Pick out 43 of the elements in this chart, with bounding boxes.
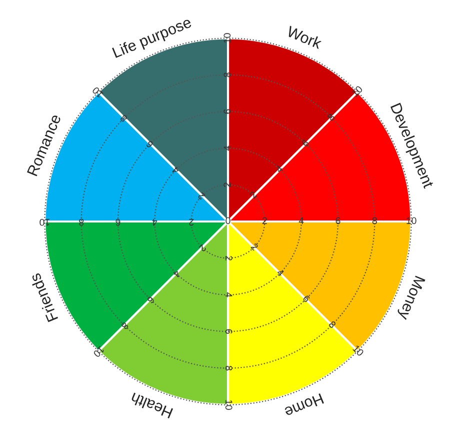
text: 2 xyxy=(198,244,207,252)
text: 10 xyxy=(40,218,50,226)
text: 6 xyxy=(224,109,231,114)
text: 10 xyxy=(406,217,416,224)
slice-label: Home xyxy=(284,393,324,418)
text: 0 xyxy=(226,217,230,224)
text: 6 xyxy=(225,329,232,334)
text: 8 xyxy=(224,72,231,78)
text: 10 xyxy=(92,346,105,358)
text: 4 xyxy=(225,292,232,298)
text: 4 xyxy=(172,270,181,278)
text: 2 xyxy=(189,218,194,226)
text: 4 xyxy=(152,218,158,226)
text: 6 xyxy=(146,296,155,304)
text: 8 xyxy=(225,366,232,370)
text: 6 xyxy=(146,140,154,148)
text: 8 xyxy=(328,320,336,329)
text: 6 xyxy=(302,294,310,303)
text: 6 xyxy=(336,217,340,224)
text: 10 xyxy=(225,400,232,410)
text: 10 xyxy=(224,33,231,43)
text: 8 xyxy=(120,322,129,330)
text: 6 xyxy=(116,218,120,226)
text: 4 xyxy=(171,166,180,174)
text: 4 xyxy=(298,217,304,224)
text: 8 xyxy=(120,114,128,122)
text: 2 xyxy=(224,182,231,188)
text: 10 xyxy=(92,86,104,98)
text: 2 xyxy=(250,242,259,251)
text: 2 xyxy=(197,192,206,200)
text: 2 xyxy=(249,190,258,199)
slice-label: Work xyxy=(286,25,323,50)
text: 4 xyxy=(224,146,231,151)
text: 4 xyxy=(276,268,285,277)
text: 8 xyxy=(327,113,336,122)
text: 8 xyxy=(79,218,84,226)
text: 10 xyxy=(351,85,364,98)
text: 6 xyxy=(301,139,310,148)
text: 8 xyxy=(372,217,377,224)
text: 2 xyxy=(262,217,267,224)
text: 2 xyxy=(225,256,232,260)
text: 10 xyxy=(352,344,364,357)
text: 4 xyxy=(275,164,284,174)
